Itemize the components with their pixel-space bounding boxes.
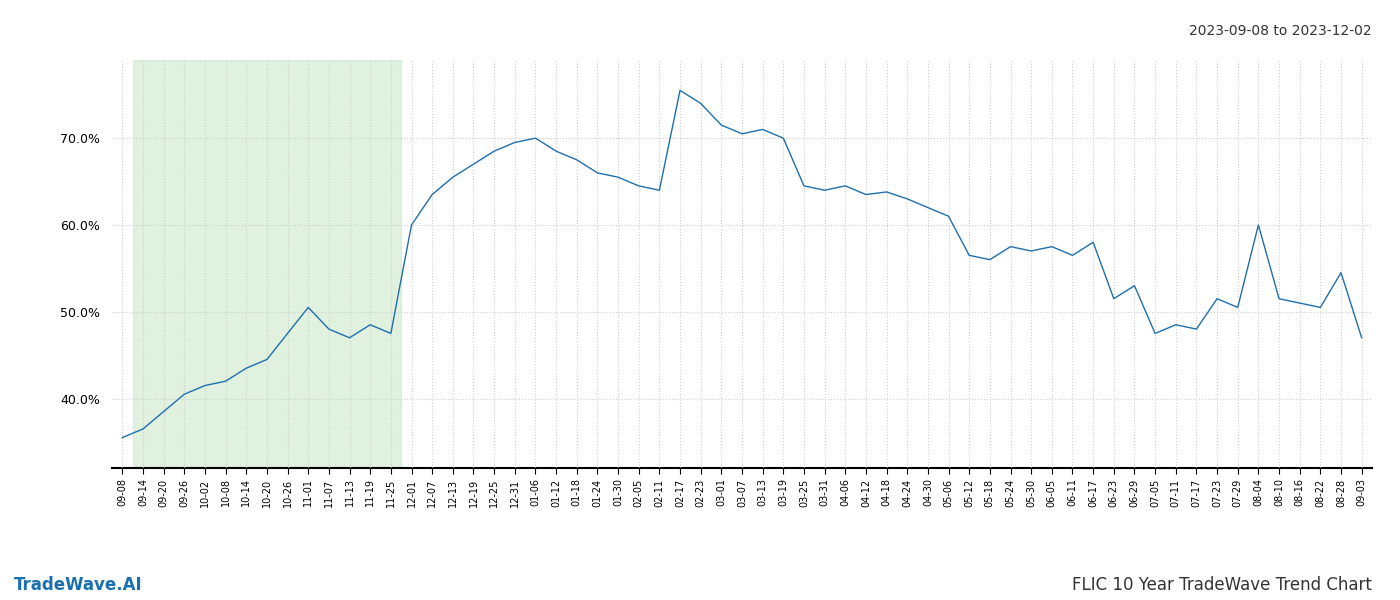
Text: FLIC 10 Year TradeWave Trend Chart: FLIC 10 Year TradeWave Trend Chart [1072,576,1372,594]
Bar [133,60,402,468]
Text: 2023-09-08 to 2023-12-02: 2023-09-08 to 2023-12-02 [1190,24,1372,38]
Text: TradeWave.AI: TradeWave.AI [14,576,143,594]
